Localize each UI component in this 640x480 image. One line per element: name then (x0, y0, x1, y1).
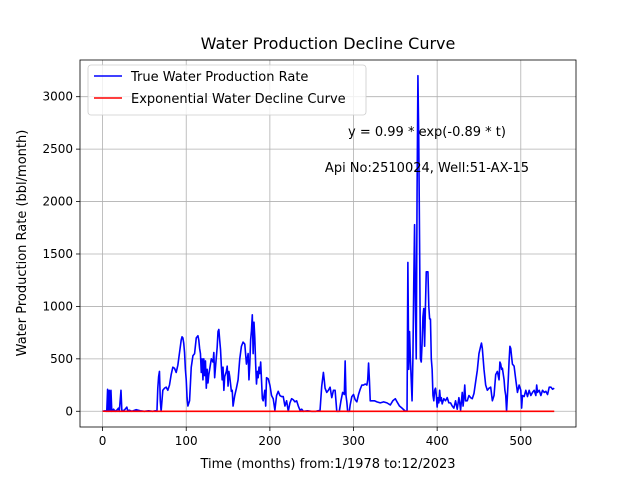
x-tick-label: 100 (175, 434, 198, 448)
legend-box (87, 64, 367, 116)
y-tick-label: 1000 (42, 299, 73, 313)
x-tick-label: 0 (99, 434, 107, 448)
equation-annotation: y = 0.99 * exp(-0.89 * t) (348, 125, 506, 140)
series-line-true-rate (102, 74, 555, 413)
y-tick-label: 0 (65, 404, 73, 418)
legend: True Water Production Rate Exponential W… (87, 64, 367, 116)
y-tick-label: 3000 (42, 90, 73, 104)
y-tick-label: 2500 (42, 142, 73, 156)
axes-frame (79, 59, 577, 428)
x-tick-label: 300 (342, 434, 365, 448)
x-tick-label: 400 (426, 434, 449, 448)
y-axis-label: Water Production Rate (bbl/month) (15, 130, 30, 357)
y-tick-label: 2000 (42, 195, 73, 209)
x-tick-label: 500 (509, 434, 532, 448)
x-tick-label: 200 (258, 434, 281, 448)
x-axis-label: Time (months) from:1/1978 to:12/2023 (199, 457, 455, 472)
y-tick-label: 1500 (42, 247, 73, 261)
plot-series-group (102, 74, 555, 413)
chart-title: Water Production Decline Curve (201, 34, 456, 53)
legend-label-exponential-curve: Exponential Water Decline Curve (131, 92, 346, 107)
y-tick-label: 500 (50, 352, 73, 366)
well-annotation: Api No:2510024, Well:51-AX-15 (325, 161, 529, 176)
legend-label-true-rate: True Water Production Rate (130, 70, 308, 85)
axis-ticks: 0 100 200 300 400 500 0 500 1000 1500 2000 2500 3000 (42, 90, 532, 448)
grid-lines (80, 60, 576, 427)
